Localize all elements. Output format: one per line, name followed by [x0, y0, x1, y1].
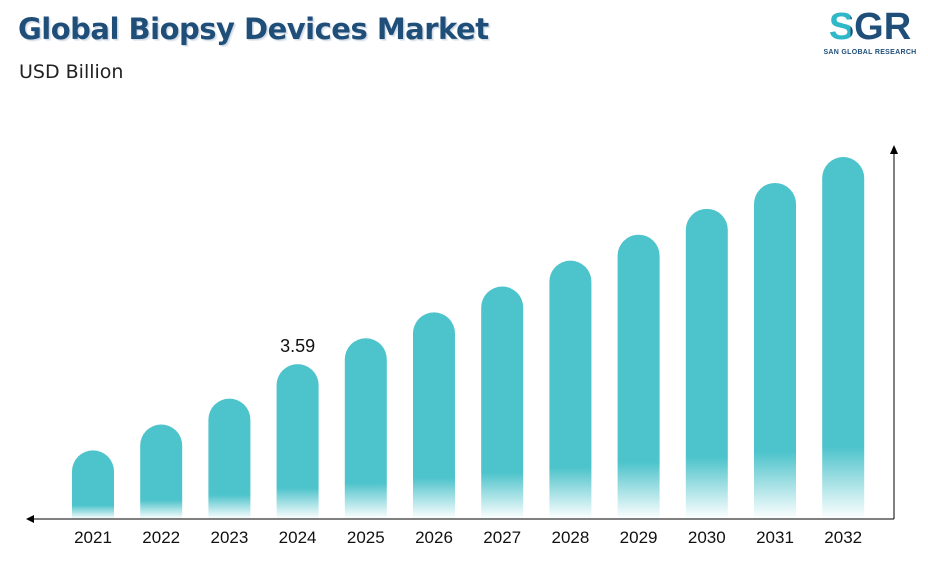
x-tick-2022: 2022 — [142, 528, 180, 547]
x-tick-2029: 2029 — [620, 528, 658, 547]
x-tick-labels: 2021 2022 2023 2024 2025 2026 2027 2028 2029 2030… — [74, 528, 862, 547]
brand-logo: SGR SAN GLOBAL RESEARCH — [820, 6, 920, 62]
bar-2027 — [481, 286, 524, 519]
x-axis-arrow — [26, 515, 34, 523]
chart-subtitle: USD Billion — [19, 61, 124, 83]
data-labels: 3.59 — [280, 336, 315, 356]
logo-tagline: SAN GLOBAL RESEARCH — [823, 49, 917, 56]
x-tick-2023: 2023 — [210, 528, 248, 547]
bar-2030 — [685, 208, 728, 519]
x-tick-2028: 2028 — [551, 528, 589, 547]
x-tick-2030: 2030 — [688, 528, 726, 547]
bar-2031 — [754, 182, 796, 519]
y-axis-arrow — [890, 145, 898, 154]
axes-group — [26, 145, 898, 523]
bar-2024 — [276, 364, 319, 519]
bar-2021 — [72, 450, 114, 519]
bar-2028 — [549, 260, 592, 519]
bar-2022 — [140, 424, 183, 519]
x-tick-2032: 2032 — [824, 528, 862, 547]
bar-2029 — [617, 234, 660, 519]
bar-2032 — [822, 157, 865, 519]
bars-group — [72, 157, 865, 519]
bar-2025 — [344, 338, 387, 519]
x-tick-2027: 2027 — [483, 528, 521, 547]
logo-text: SGR — [820, 6, 920, 48]
x-tick-2021: 2021 — [74, 528, 112, 547]
x-tick-2025: 2025 — [347, 528, 385, 547]
bar-2023 — [208, 398, 251, 519]
x-tick-2026: 2026 — [415, 528, 453, 547]
data-label-2024: 3.59 — [280, 336, 315, 356]
x-tick-2024: 2024 — [279, 528, 317, 547]
chart-title: Global Biopsy Devices Market — [18, 12, 489, 46]
x-tick-2031: 2031 — [756, 528, 794, 547]
bar-2026 — [413, 312, 455, 519]
